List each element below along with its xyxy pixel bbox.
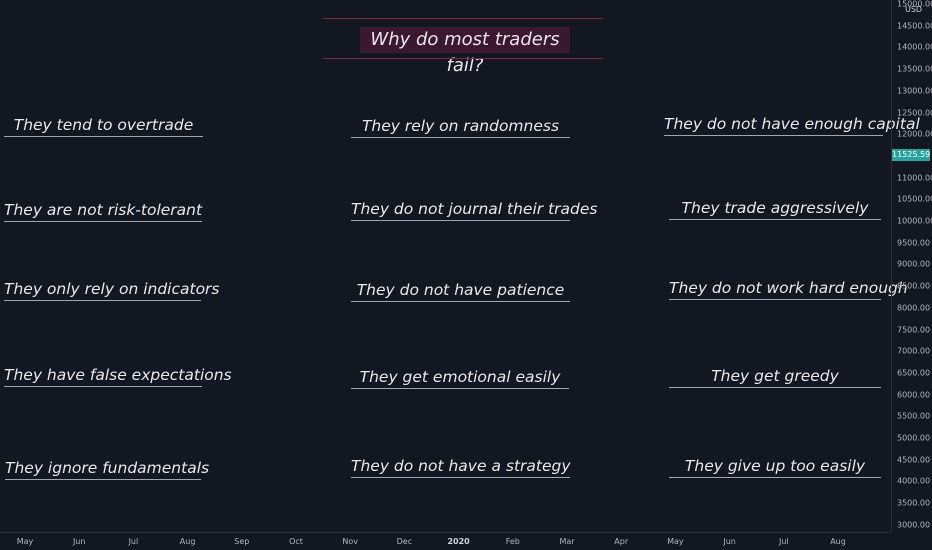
time-tick-label: May — [667, 537, 684, 546]
price-axis[interactable]: USD 11525.59 15000.00 14500.00 14000.00 135… — [891, 0, 932, 532]
title-bottom-line — [323, 58, 603, 59]
price-tick-label: 3000.00 — [897, 520, 931, 530]
chart-canvas[interactable]: Why do most traders fail? They tend to o… — [0, 0, 920, 532]
price-tick-label: 6500.00 — [897, 368, 931, 378]
price-tick-label: 7500.00 — [897, 325, 931, 334]
price-tick-label: 8000.00 — [897, 303, 931, 313]
time-tick-label: Aug — [830, 537, 846, 546]
time-tick-label: Dec — [396, 537, 413, 546]
time-tick-label: Jul — [778, 537, 789, 546]
price-tick-label: 4000.00 — [897, 476, 931, 486]
time-tick-label: Oct — [289, 537, 303, 546]
title-top-line — [323, 18, 603, 19]
reason-text: They have false expectations — [4, 365, 232, 387]
time-tick-label: Jun — [72, 537, 86, 546]
reason-text: They only rely on indicators — [4, 279, 220, 301]
time-tick-label: Jun — [723, 537, 736, 546]
price-tick-label: 14500.00 — [897, 21, 932, 31]
reason-text: They do not work hard enough — [669, 278, 908, 300]
time-tick-label: Sep — [234, 537, 250, 546]
currency-label: USD — [905, 5, 923, 14]
time-tick-label: Nov — [342, 537, 358, 546]
reason-text: They rely on randomness — [351, 116, 570, 138]
price-tick-label: 11000.00 — [897, 173, 932, 183]
time-tick-label: Apr — [614, 537, 629, 546]
price-tick-label: 12500.00 — [897, 108, 932, 117]
current-price-badge: 11525.59 — [892, 149, 931, 161]
time-tick-label: Aug — [179, 537, 196, 546]
reason-text: They tend to overtrade — [4, 115, 203, 137]
price-tick-label: 10500.00 — [897, 194, 932, 204]
price-tick-label: 5500.00 — [897, 411, 931, 421]
price-tick-label: 14000.00 — [897, 42, 932, 52]
price-tick-label: 4500.00 — [897, 455, 931, 465]
price-tick-label: 10000.00 — [897, 216, 932, 226]
price-tick-label: 8500.00 — [897, 281, 931, 291]
reason-text: They give up too easily — [669, 456, 881, 478]
price-tick-label: 6000.00 — [897, 390, 931, 400]
time-tick-label: Mar — [559, 537, 575, 546]
reason-text: They trade aggressively — [669, 198, 881, 220]
chart-title: Why do most traders fail? — [360, 27, 570, 76]
price-tick-label: 9000.00 — [897, 259, 931, 269]
time-tick-label: 2020 — [447, 537, 470, 546]
price-tick-label: 9500.00 — [897, 238, 931, 248]
time-tick-label: May — [16, 537, 34, 546]
price-tick-label: 13000.00 — [897, 86, 932, 96]
price-tick-label: 13500.00 — [897, 64, 932, 74]
time-axis[interactable]: May Jun Jul Aug Sep Oct Nov Dec 2020 Feb Mar Apr May… — [0, 532, 891, 550]
reason-text: They get emotional easily — [351, 367, 569, 389]
reason-text: They do not have patience — [351, 280, 570, 302]
reason-text: They do not have a strategy — [351, 456, 571, 478]
price-tick-label: 5000.00 — [897, 433, 931, 443]
time-tick-label: Jul — [128, 537, 139, 546]
reason-text: They ignore fundamentals — [5, 458, 209, 480]
reason-text: They do not journal their trades — [351, 199, 597, 221]
reason-text: They do not have enough capital — [664, 114, 920, 136]
reason-text: They get greedy — [669, 366, 881, 388]
price-tick-label: 3500.00 — [897, 498, 931, 508]
price-tick-label: 12000.00 — [897, 129, 932, 139]
price-tick-label: 15000.00 — [897, 0, 932, 9]
time-tick-label: Feb — [505, 537, 520, 546]
price-tick-label: 7000.00 — [897, 346, 931, 356]
reason-text: They are not risk-tolerant — [4, 200, 202, 222]
